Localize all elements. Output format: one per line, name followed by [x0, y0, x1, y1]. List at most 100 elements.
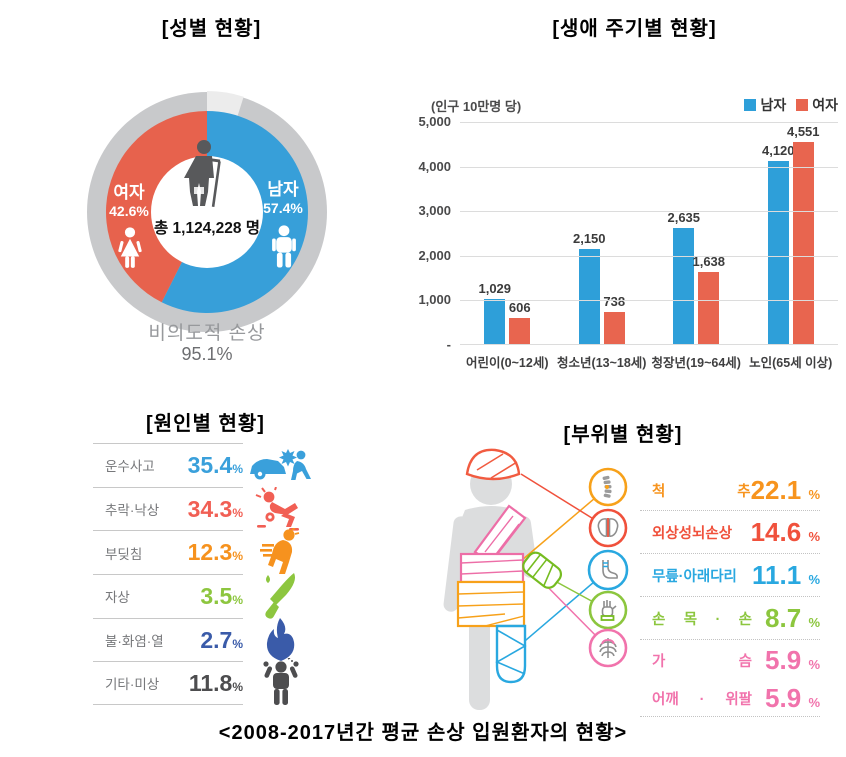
- bars: 1,029 606 2,150 738 2,635 1,638 4,120 4,551: [460, 122, 838, 345]
- male-legend-label: 남자: [760, 97, 787, 113]
- percent-sign: %: [232, 461, 243, 476]
- percent-sign: %: [808, 571, 820, 587]
- y-tick-3,000: 3,000: [418, 203, 451, 219]
- x-label: 어린이(0~12세): [466, 356, 549, 370]
- caption: <2008-2017년간 평균 손상 입원환자의 현황>: [218, 722, 628, 744]
- bar-value: 606: [508, 300, 531, 315]
- cause-row-1: 운수사고 35.4%: [93, 443, 323, 487]
- legend-item-male: 남자: [744, 95, 786, 115]
- cause-row-text: 자상 3.5%: [93, 574, 243, 618]
- bodypart-percent: 5.9: [765, 682, 802, 713]
- bar-value: 4,120: [761, 143, 795, 159]
- cause-label: 자상: [105, 590, 130, 606]
- car-crash-icon: [243, 443, 319, 487]
- cause-row-text: 추락·낙상 34.3%: [93, 486, 243, 531]
- bar-group-1: 1,029 606: [460, 122, 555, 345]
- gender-donut-chart: 여자 42.6% 남자 57.4% 총 1,124,228 명: [82, 87, 332, 337]
- gender-panel: [성별 현황]: [0, 0, 423, 400]
- lifecycle-panel: [생애 주기별 현황] (인구 10만명 당) 남자 여자 5,000 4,000…: [418, 0, 846, 400]
- female-slice-label: 여자 42.6%: [88, 183, 170, 219]
- head-bandage-icon: [465, 448, 521, 481]
- cause-row-6: 기타·미상 11.8%: [93, 658, 323, 706]
- cause-value: 12.3%: [188, 539, 243, 566]
- bar-value: 2,635: [667, 209, 701, 225]
- bodypart-row-1: 척 추 22.1 %: [640, 470, 820, 511]
- bar-group-3: 2,635 1,638: [649, 122, 744, 345]
- unknown-person-icon: [243, 658, 319, 706]
- bodypart-percent: 5.9: [765, 644, 802, 675]
- bodypart-row-2: 외상성뇌손상 14.6 %: [640, 511, 820, 554]
- cause-value: 34.3%: [188, 496, 243, 523]
- female-percent: 42.6%: [109, 202, 149, 219]
- total-count-label: 총 1,124,228 명: [153, 220, 261, 237]
- percent-sign: %: [808, 528, 820, 544]
- bodypart-label: 외상성뇌손상: [652, 525, 733, 542]
- chest-ribs-icon: [588, 628, 628, 668]
- cause-value: 35.4%: [188, 452, 243, 479]
- y-tick--: -: [446, 337, 451, 352]
- bar-group-4: 4,120 4,551: [744, 122, 839, 345]
- cause-label: 불·화염·열: [105, 634, 164, 650]
- cause-row-text: 불·화염·열 2.7%: [93, 617, 243, 662]
- y-tick-1,000: 1,000: [418, 292, 451, 308]
- cause-row-text: 부딪침 12.3%: [93, 530, 243, 574]
- bodypart-row-6: 어깨 · 위팔 5.9 %: [640, 680, 820, 717]
- bodypart-value: 5.9 %: [765, 645, 820, 676]
- cause-panel: [원인별 현황] 운수사고 35.4% 추락·낙상 34.3% 부딪침 12.3% 자상 3.…: [0, 400, 423, 730]
- percent-sign: %: [808, 486, 820, 502]
- cause-percent: 11.8: [188, 669, 233, 696]
- cause-row-4: 자상 3.5%: [93, 572, 323, 619]
- bar-chart-plot: 1,029 606 2,150 738 2,635 1,638 4,120 4,551: [460, 122, 838, 345]
- male-name: 남자: [267, 180, 299, 199]
- cause-row-text: 기타·미상 11.8%: [93, 661, 243, 706]
- male-percent: 57.4%: [263, 199, 303, 216]
- percent-sign: %: [232, 679, 243, 694]
- x-label: 청소년(13~18세): [557, 356, 647, 370]
- percent-sign: %: [808, 656, 820, 672]
- injured-body-figure: [443, 448, 629, 710]
- bodypart-value: 11.1 %: [752, 560, 820, 591]
- female-bar-2: 738: [603, 294, 625, 345]
- cause-label: 운수사고: [105, 459, 155, 475]
- bar-value: 4,551: [786, 124, 820, 139]
- bodypart-panel: [부위별 현황]: [423, 400, 846, 757]
- gridline: [460, 166, 838, 168]
- percent-sign: %: [232, 549, 243, 564]
- bodypart-label: 손 목 · 손: [652, 611, 752, 628]
- cause-title: [원인별 현황]: [146, 413, 265, 435]
- female-pictogram-icon: [118, 227, 142, 268]
- chest-bandage-icon: [459, 552, 525, 584]
- cause-percent: 34.3: [187, 495, 233, 522]
- gridline: [460, 255, 838, 257]
- y-tick-2,000: 2,000: [418, 247, 451, 263]
- flame-icon: [243, 617, 319, 662]
- cause-label: 추락·낙상: [105, 503, 160, 519]
- x-label: 노인(65세 이상): [749, 356, 833, 370]
- bodypart-percent: 14.6: [750, 516, 802, 547]
- percent-sign: %: [808, 694, 820, 710]
- bar-value: 2,150: [572, 231, 606, 247]
- bodypart-value: 14.6 %: [751, 517, 820, 548]
- percent-sign: %: [232, 505, 243, 520]
- bodypart-value: 8.7 %: [765, 603, 820, 634]
- bar-value: 738: [603, 294, 626, 310]
- cause-row-text: 운수사고 35.4%: [93, 443, 243, 487]
- male-bar-3: 2,635: [667, 210, 700, 345]
- x-axis-labels: 어린이(0~12세) 청소년(13~18세) 청장년(19~64세) 노인(65세 이…: [460, 352, 838, 371]
- percent-sign: %: [808, 614, 820, 630]
- male-bar-1: 1,029: [478, 281, 511, 345]
- part-icons: [587, 467, 629, 668]
- knife-icon: [243, 572, 319, 619]
- falling-person-icon: [243, 486, 319, 531]
- bodypart-label: 가 슴: [652, 653, 752, 670]
- cause-list: 운수사고 35.4% 추락·낙상 34.3% 부딪침 12.3% 자상 3.5% 불·화염·열 2…: [93, 443, 323, 706]
- bodypart-percent: 11.1: [752, 559, 802, 590]
- bodypart-row-4: 손 목 · 손 8.7 %: [640, 597, 820, 640]
- injured-person-crutch-icon: [184, 140, 221, 207]
- legend-item-female: 여자: [796, 95, 838, 115]
- spine-icon: [588, 467, 628, 507]
- male-bar-4: 4,120: [762, 143, 795, 345]
- gridline: [460, 211, 838, 213]
- cause-row-3: 부딪침 12.3%: [93, 528, 323, 575]
